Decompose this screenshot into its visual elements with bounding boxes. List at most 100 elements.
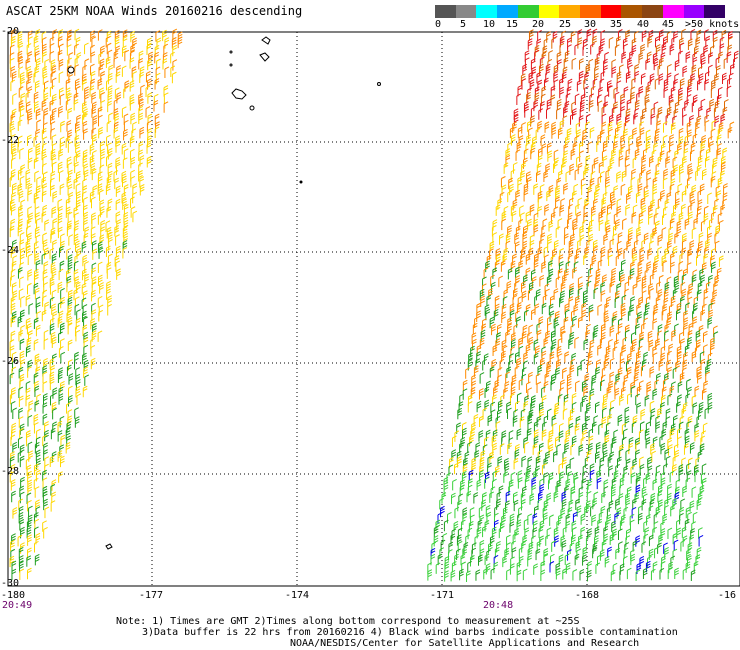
wind-barb <box>587 560 592 573</box>
wind-barb <box>578 115 584 127</box>
wind-barb <box>592 239 598 252</box>
wind-barb <box>490 274 495 287</box>
wind-barb <box>499 443 505 455</box>
wind-barb <box>116 268 121 280</box>
wind-barb <box>28 36 33 48</box>
wind-barb <box>541 386 546 398</box>
wind-barb <box>618 269 624 281</box>
wind-barb <box>594 57 600 69</box>
wind-barb <box>454 553 459 566</box>
wind-barb <box>696 29 702 42</box>
wind-speed-colorbar <box>435 5 726 18</box>
wind-barb <box>509 521 515 533</box>
wind-barb <box>569 364 575 377</box>
wind-barb <box>559 78 564 90</box>
wind-barb <box>677 381 683 393</box>
wind-barb <box>66 64 72 77</box>
wind-barb <box>581 380 587 392</box>
wind-barb <box>547 477 553 490</box>
wind-barb <box>621 436 627 449</box>
wind-barb <box>577 364 582 377</box>
wind-barb <box>50 427 56 440</box>
wind-barb <box>471 338 477 351</box>
wind-barb <box>458 493 464 505</box>
wind-barb <box>581 422 587 434</box>
wind-barb <box>577 37 583 49</box>
wind-barb <box>545 163 550 175</box>
wind-barb <box>711 211 716 224</box>
wind-barb <box>678 136 684 148</box>
wind-barb <box>427 569 433 581</box>
wind-barb <box>58 170 64 182</box>
wind-barb <box>660 352 666 364</box>
wind-barb <box>11 428 16 440</box>
wind-barb <box>682 155 687 168</box>
wind-barb <box>492 267 498 279</box>
wind-barb <box>667 311 672 323</box>
colorbar-label: 0 <box>435 19 442 30</box>
wind-barb <box>605 225 611 237</box>
wind-barb <box>669 183 675 196</box>
wind-barb <box>564 50 570 62</box>
wind-barb <box>521 541 526 553</box>
wind-barb <box>565 478 571 491</box>
wind-barb <box>579 141 584 153</box>
wind-barb <box>559 471 564 483</box>
wind-barb <box>647 465 653 477</box>
wind-barb <box>506 401 511 413</box>
wind-barb <box>696 498 702 510</box>
wind-barb <box>113 56 119 69</box>
wind-barb <box>525 142 531 154</box>
wind-barb <box>572 526 577 539</box>
wind-barb <box>614 339 619 351</box>
wind-barb <box>601 540 607 552</box>
wind-barb <box>693 464 699 476</box>
wind-barb <box>99 58 105 70</box>
wind-barb <box>655 296 661 308</box>
wind-barb <box>528 29 534 41</box>
wind-barb <box>609 114 614 126</box>
wind-barb <box>177 36 183 49</box>
wind-barb <box>616 80 622 92</box>
wind-barb <box>145 106 151 118</box>
wind-barb <box>650 231 656 244</box>
wind-barb <box>592 421 597 433</box>
wind-barb <box>698 232 704 244</box>
wind-barb <box>700 274 705 286</box>
wind-barb <box>10 203 16 216</box>
wind-barb <box>614 126 620 139</box>
wind-barb <box>25 457 31 470</box>
wind-barb <box>701 134 707 147</box>
wind-barb <box>26 555 32 567</box>
wind-barb <box>506 280 512 293</box>
wind-barb <box>12 93 17 105</box>
wind-barb <box>479 539 485 552</box>
wind-barb <box>106 134 111 147</box>
wind-barb <box>523 225 528 237</box>
wind-barb <box>91 289 96 302</box>
wind-barb <box>650 568 656 581</box>
wind-barb <box>636 226 641 239</box>
wind-barb <box>504 547 510 560</box>
wind-barb <box>583 295 588 307</box>
wind-barb <box>692 316 698 328</box>
wind-barb <box>590 85 596 98</box>
wind-barb <box>597 344 602 356</box>
wind-barb <box>559 86 564 99</box>
wind-barb <box>515 351 520 364</box>
wind-barb <box>543 548 549 560</box>
wind-barb <box>686 548 691 561</box>
wind-barb <box>599 549 605 561</box>
wind-barb <box>587 224 593 237</box>
wind-barb <box>560 535 566 547</box>
wind-barb <box>454 506 460 519</box>
wind-barb <box>532 520 538 532</box>
wind-barb <box>594 190 599 202</box>
wind-barb <box>687 330 693 342</box>
wind-barb <box>11 490 16 503</box>
wind-barb <box>591 514 597 526</box>
wind-barb <box>484 399 490 412</box>
wind-barb <box>82 65 88 77</box>
wind-barb <box>582 554 587 566</box>
wind-barb <box>686 470 692 482</box>
